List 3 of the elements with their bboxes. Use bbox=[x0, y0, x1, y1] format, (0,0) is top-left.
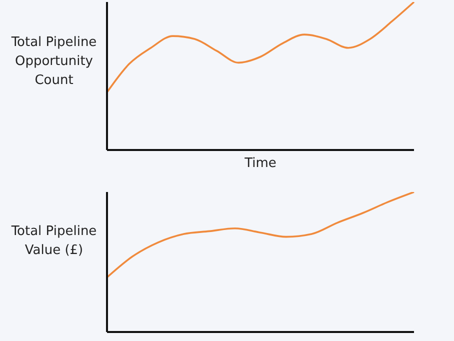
y-axis-title: Total Pipeline Opportunity Count bbox=[10, 34, 98, 90]
y-axis-title: Total Pipeline Value (£) bbox=[10, 222, 98, 260]
x-axis-title: Time bbox=[244, 156, 278, 171]
